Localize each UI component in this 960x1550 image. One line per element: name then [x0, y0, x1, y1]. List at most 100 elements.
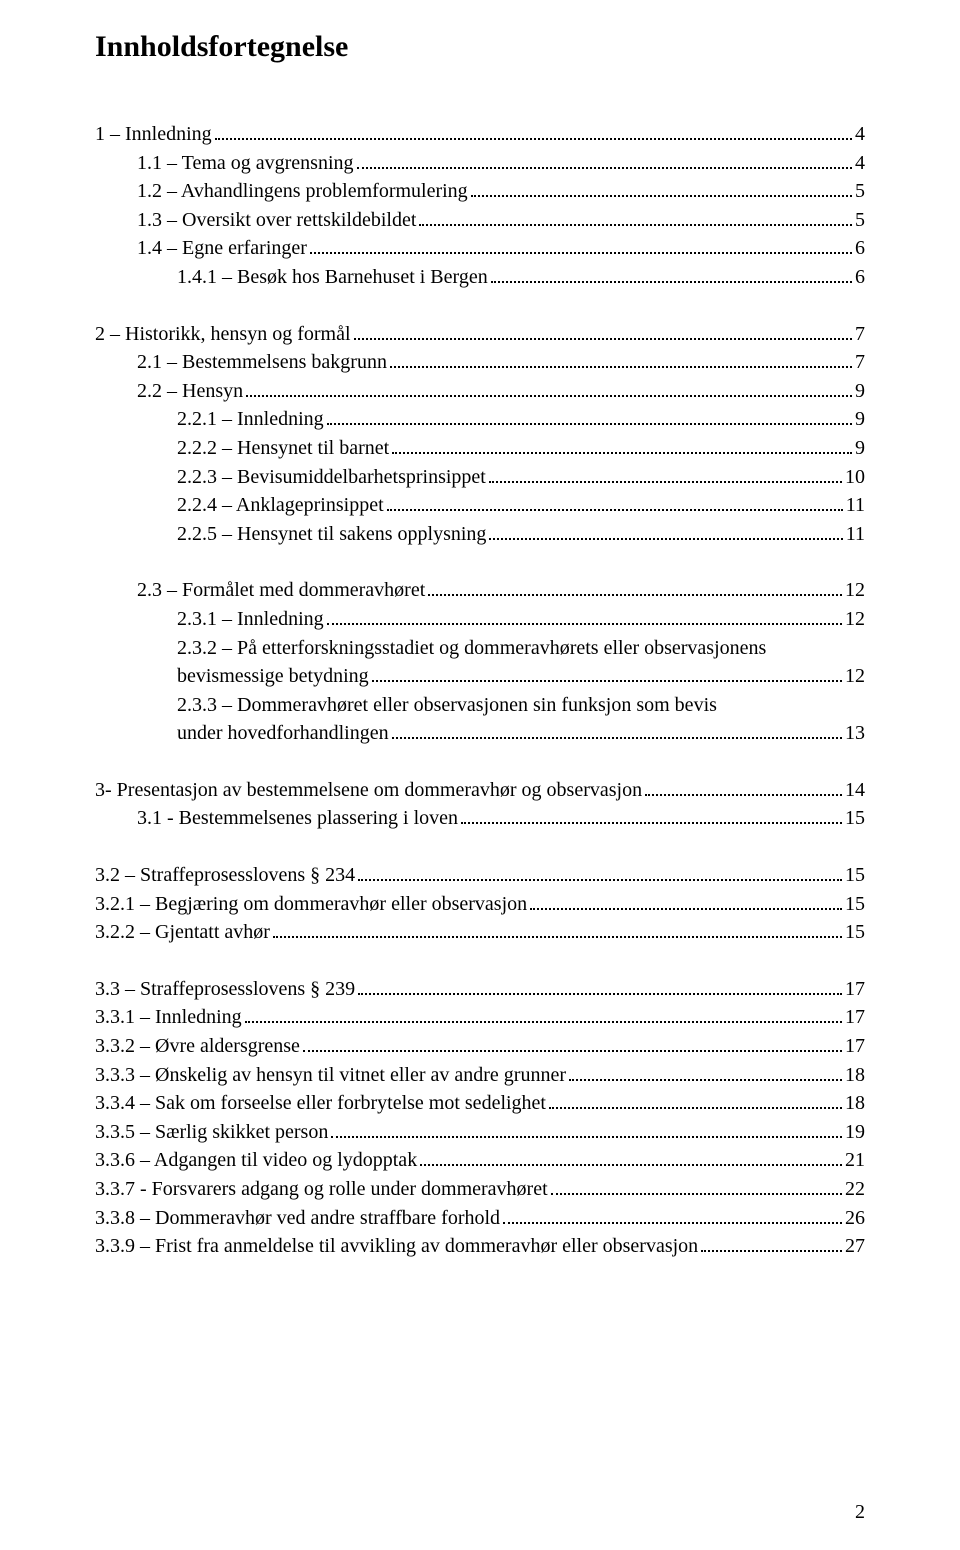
toc-entry: 3.3.1 – Innledning17	[95, 1003, 865, 1032]
toc-entry-text: 2.2.4 – Anklageprinsippet	[177, 491, 384, 520]
toc-entry-page: 27	[845, 1232, 865, 1261]
toc-leader-dots	[358, 879, 842, 881]
toc-leader-dots	[569, 1079, 842, 1081]
toc-leader-dots	[245, 1021, 842, 1023]
toc-entry-page: 19	[845, 1118, 865, 1147]
toc-entry-page: 22	[845, 1175, 865, 1204]
toc-leader-dots	[273, 936, 842, 938]
toc-entry: 1.3 – Oversikt over rettskildebildet5	[95, 206, 865, 235]
toc-leader-dots	[645, 794, 842, 796]
toc-entry-cont: bevismessige betydning12	[95, 662, 865, 691]
toc-leader-dots	[303, 1050, 842, 1052]
toc-entry: 2.3 – Formålet med dommeravhøret12	[95, 576, 865, 605]
toc-leader-dots	[471, 195, 852, 197]
toc-leader-dots	[489, 481, 842, 483]
toc-entry-page: 10	[845, 463, 865, 492]
toc-entry-text: 2.2 – Hensyn	[137, 377, 243, 406]
toc-entry-text: 3.3.8 – Dommeravhør ved andre straffbare…	[95, 1204, 500, 1233]
toc-entry: 3.3.5 – Særlig skikket person 19	[95, 1118, 865, 1147]
toc-leader-dots	[489, 538, 842, 540]
toc-entry: 3.3.6 – Adgangen til video og lydopptak2…	[95, 1146, 865, 1175]
toc-leader-dots	[310, 252, 852, 254]
toc-entry-page: 7	[855, 320, 865, 349]
toc-entry-text: 3.3.7 - Forsvarers adgang og rolle under…	[95, 1175, 548, 1204]
toc-entry-page: 14	[845, 776, 865, 805]
toc-entry-page: 15	[845, 861, 865, 890]
toc-entry: 1.4 – Egne erfaringer6	[95, 234, 865, 263]
toc-entry-cont: under hovedforhandlingen 13	[95, 719, 865, 748]
toc-entry-text: 2.3 – Formålet med dommeravhøret	[137, 576, 425, 605]
toc-entry-page: 6	[855, 263, 865, 292]
toc-entry: 2.3.1 – Innledning 12	[95, 605, 865, 634]
toc-entry-text: 2.2.1 – Innledning	[177, 405, 324, 434]
toc-leader-dots	[387, 509, 843, 511]
toc-entry-text: 1.4.1 – Besøk hos Barnehuset i Bergen	[177, 263, 488, 292]
toc-entry: 1.2 – Avhandlingens problemformulering 5	[95, 177, 865, 206]
toc-leader-dots	[327, 423, 852, 425]
toc-entry-text: 2.3.1 – Innledning	[177, 605, 324, 634]
toc-entry-page: 5	[855, 177, 865, 206]
toc-entry: 3.2.2 – Gjentatt avhør 15	[95, 918, 865, 947]
toc-entry: 2 – Historikk, hensyn og formål 7	[95, 320, 865, 349]
toc-entry-page: 13	[845, 719, 865, 748]
toc-entry-text: 3.2 – Straffeprosesslovens § 234	[95, 861, 355, 890]
toc-entry: 2.2.4 – Anklageprinsippet 11	[95, 491, 865, 520]
toc-entry-page: 5	[855, 206, 865, 235]
toc-entry: 1.4.1 – Besøk hos Barnehuset i Bergen 6	[95, 263, 865, 292]
toc-leader-dots	[354, 338, 852, 340]
toc-entry-page: 18	[845, 1061, 865, 1090]
toc-entry-text: 2.2.5 – Hensynet til sakens opplysning	[177, 520, 486, 549]
toc-entry: 2.2.1 – Innledning9	[95, 405, 865, 434]
toc-leader-dots	[358, 993, 842, 995]
toc-entry-text: 2 – Historikk, hensyn og formål	[95, 320, 351, 349]
toc-entry: 2.3.3 – Dommeravhøret eller observasjone…	[95, 691, 865, 720]
toc-leader-dots	[551, 1193, 842, 1195]
toc-entry-page: 21	[845, 1146, 865, 1175]
toc-entry-text: 3.3.2 – Øvre aldersgrense	[95, 1032, 300, 1061]
toc-entry-text: 3.3.1 – Innledning	[95, 1003, 242, 1032]
table-of-contents: 1 – Innledning41.1 – Tema og avgrensning…	[95, 120, 865, 1261]
toc-entry-text: 2.2.3 – Bevisumiddelbarhetsprinsippet	[177, 463, 486, 492]
toc-leader-dots	[392, 452, 852, 454]
toc-leader-dots	[549, 1107, 842, 1109]
toc-entry-text: 3.2.2 – Gjentatt avhør	[95, 918, 270, 947]
toc-entry: 3.3.8 – Dommeravhør ved andre straffbare…	[95, 1204, 865, 1233]
toc-entry: 3- Presentasjon av bestemmelsene om domm…	[95, 776, 865, 805]
toc-entry-text: under hovedforhandlingen	[177, 719, 389, 748]
toc-leader-dots	[331, 1136, 842, 1138]
toc-leader-dots	[246, 395, 852, 397]
toc-entry-text: 3.3.5 – Særlig skikket person	[95, 1118, 328, 1147]
toc-entry-text: 2.3.3 – Dommeravhøret eller observasjone…	[177, 691, 717, 720]
toc-entry-text: 3.2.1 – Begjæring om dommeravhør eller o…	[95, 890, 527, 919]
toc-entry-text: 1.2 – Avhandlingens problemformulering	[137, 177, 468, 206]
toc-entry-text: 2.2.2 – Hensynet til barnet	[177, 434, 389, 463]
toc-entry-text: 3.3.3 – Ønskelig av hensyn til vitnet el…	[95, 1061, 566, 1090]
toc-entry: 2.2 – Hensyn 9	[95, 377, 865, 406]
toc-entry-text: 1 – Innledning	[95, 120, 212, 149]
toc-entry-text: 2.3.2 – På etterforskningsstadiet og dom…	[177, 634, 766, 663]
toc-entry: 1 – Innledning4	[95, 120, 865, 149]
toc-entry-text: 1.1 – Tema og avgrensning	[137, 149, 354, 178]
toc-entry-text: 2.1 – Bestemmelsens bakgrunn	[137, 348, 387, 377]
toc-entry-page: 15	[845, 890, 865, 919]
toc-entry-page: 6	[855, 234, 865, 263]
toc-leader-dots	[420, 1164, 842, 1166]
toc-entry: 3.3.4 – Sak om forseelse eller forbrytel…	[95, 1089, 865, 1118]
toc-entry: 3.2.1 – Begjæring om dommeravhør eller o…	[95, 890, 865, 919]
toc-entry: 2.2.5 – Hensynet til sakens opplysning11	[95, 520, 865, 549]
toc-leader-dots	[390, 366, 852, 368]
toc-entry: 3.3.3 – Ønskelig av hensyn til vitnet el…	[95, 1061, 865, 1090]
toc-entry-page: 9	[855, 377, 865, 406]
toc-leader-dots	[461, 822, 842, 824]
toc-entry-page: 11	[846, 491, 865, 520]
toc-entry-page: 17	[845, 1032, 865, 1061]
toc-entry-page: 12	[845, 662, 865, 691]
page-title: Innholdsfortegnelse	[95, 30, 865, 64]
toc-entry: 2.1 – Bestemmelsens bakgrunn7	[95, 348, 865, 377]
toc-leader-dots	[419, 224, 852, 226]
toc-entry-page: 15	[845, 918, 865, 947]
toc-entry-text: 3.3.4 – Sak om forseelse eller forbrytel…	[95, 1089, 546, 1118]
toc-entry: 3.3.2 – Øvre aldersgrense 17	[95, 1032, 865, 1061]
toc-entry-page: 12	[845, 605, 865, 634]
toc-entry: 2.2.2 – Hensynet til barnet9	[95, 434, 865, 463]
